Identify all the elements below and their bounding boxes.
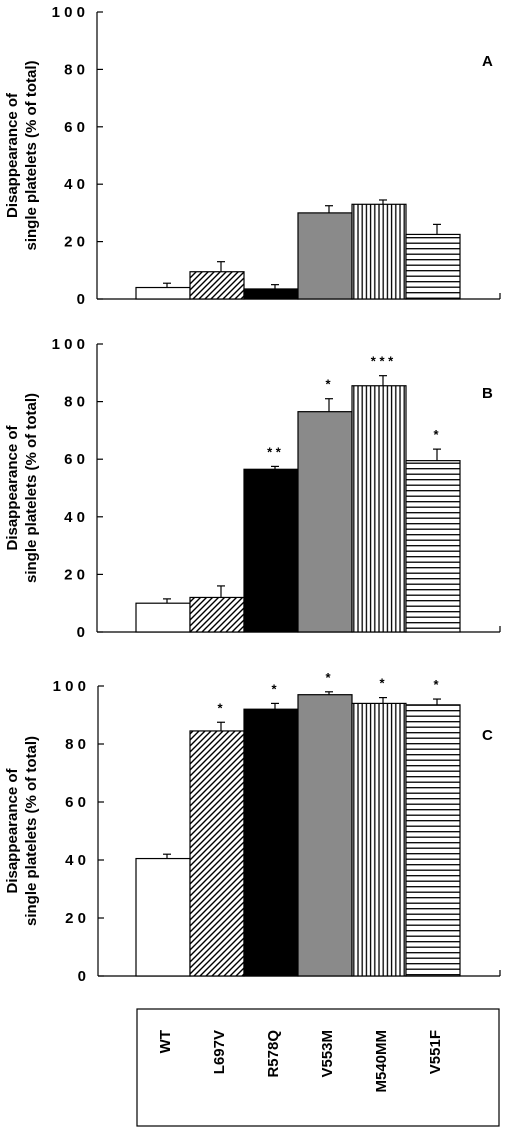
y-axis-label-line: Disappearance of [4, 767, 21, 893]
significance-stars: * [271, 681, 277, 696]
y-tick-label: 2 0 [64, 234, 85, 251]
panel-letter: C [482, 727, 493, 744]
bar-r578q [243, 708, 299, 977]
bar-wt [135, 602, 191, 633]
significance-stars: * [433, 677, 439, 692]
y-axis-label-line: single platelets (% of total) [23, 393, 40, 583]
y-axis-label-line: Disappearance of [4, 92, 21, 218]
y-axis-label: Disappearance of single platelets (% of t… [4, 393, 40, 583]
significance-stars: * [433, 427, 439, 442]
category-label: V553M [319, 1030, 336, 1078]
bar-v551f [405, 233, 461, 300]
y-axis-label: Disappearance of single platelets (% of t… [4, 736, 40, 926]
y-tick-label: 2 0 [65, 910, 86, 927]
category-label: R578Q [265, 1030, 282, 1078]
significance-stars: * * [267, 444, 282, 459]
y-axis-label-line: Disappearance of [4, 424, 21, 550]
bar-wt [135, 857, 191, 977]
y-tick-label: 6 0 [65, 794, 86, 811]
y-axis-label-line: single platelets (% of total) [23, 60, 40, 250]
bar-v553m [297, 694, 353, 977]
category-box: WT L697V R578Q V553M M540MM V551F [136, 1008, 500, 1127]
panel-letter: B [482, 385, 493, 402]
significance-stars: * [379, 676, 385, 691]
panel-b: 0 2 0 4 0 6 0 8 0 1 0 0 Disappearance of single… [4, 336, 501, 641]
y-tick-label: 8 0 [65, 736, 86, 753]
y-axis-label: Disappearance of single platelets (% of t… [4, 60, 40, 250]
panel-letter: A [482, 53, 493, 70]
bar-r578q [243, 468, 299, 633]
y-tick-label: 1 0 0 [52, 336, 85, 353]
category-label: WT [157, 1030, 174, 1053]
category-box-frame [136, 1008, 500, 1127]
bar-v553m [297, 411, 353, 633]
y-tick-label: 1 0 0 [52, 4, 85, 21]
significance-stars: * [217, 700, 223, 715]
significance-stars: * [325, 670, 331, 685]
y-tick-label: 6 0 [64, 451, 85, 468]
y-tick-label: 0 [77, 624, 85, 641]
y-tick-label: 8 0 [64, 61, 85, 78]
y-tick-label: 8 0 [64, 394, 85, 411]
bar-v553m [297, 212, 353, 300]
bar-m540mm [351, 385, 407, 633]
bar-l697v [189, 596, 245, 633]
bar-v551f [405, 460, 461, 633]
bar-r578q [243, 288, 299, 300]
bar-l697v [189, 730, 245, 977]
y-tick-label: 1 0 0 [53, 678, 86, 695]
panel-c: 0 2 0 4 0 6 0 8 0 1 0 0 Disappearance of single… [4, 670, 501, 985]
y-tick-label: 6 0 [64, 119, 85, 136]
bar-l697v [189, 271, 245, 300]
bar-m540mm [351, 203, 407, 300]
panel-a: 0 2 0 4 0 6 0 8 0 1 0 0 Disappearance of single… [4, 4, 501, 308]
y-tick-label: 4 0 [64, 176, 85, 193]
category-label: V551F [427, 1030, 444, 1074]
category-label: M540MM [373, 1030, 390, 1093]
y-tick-label: 4 0 [65, 852, 86, 869]
significance-stars: * [325, 377, 331, 392]
bar-m540mm [351, 702, 407, 977]
category-label: L697V [211, 1030, 228, 1074]
bar-v551f [405, 704, 461, 977]
bar-wt [135, 286, 191, 300]
y-axis-label-line: single platelets (% of total) [23, 736, 40, 926]
y-tick-label: 0 [78, 968, 86, 985]
y-tick-label: 2 0 [64, 566, 85, 583]
y-tick-label: 0 [77, 291, 85, 308]
y-tick-label: 4 0 [64, 509, 85, 526]
significance-stars: * * * [371, 354, 394, 369]
